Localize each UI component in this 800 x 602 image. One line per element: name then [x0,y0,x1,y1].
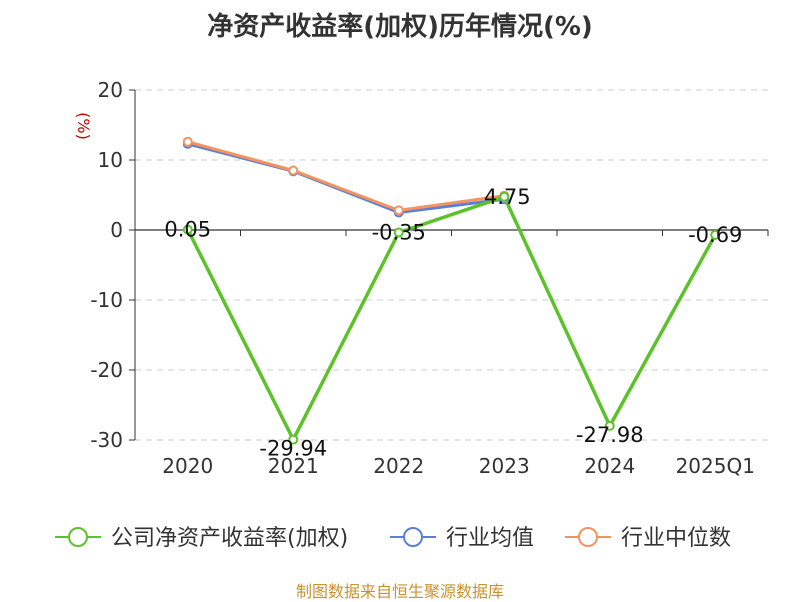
y-tick-label: -20 [90,358,123,382]
data-point [182,136,193,147]
y-unit-label: (%) [74,112,93,140]
data-label: -0.35 [372,220,426,244]
y-tick-label: 0 [110,218,123,242]
legend-item[interactable]: 行业中位数 [565,526,731,551]
data-point [499,191,510,202]
data-point [393,227,404,238]
legend-label: 行业中位数 [621,526,731,551]
data-label: -0.69 [688,223,742,247]
data-labels: 0.05 -29.94 -0.35 4.75 -27.98 -0.69 [164,185,742,461]
series-line [187,140,505,212]
axes: 20 10 0 -10 -20 -30 2020 2021 2022 2023 2024 2025Q1 [90,78,769,478]
series-lines [182,136,721,445]
data-label: 4.75 [484,185,531,209]
y-tick-label: 20 [98,78,123,102]
x-tick-label: 2024 [584,454,635,478]
data-point [604,420,615,431]
legend-label: 公司净资产收益率(加权) [111,526,348,551]
chart-title: 净资产收益率(加权)历年情况(%) [207,12,593,42]
data-point [288,434,299,445]
x-tick-label: 2023 [479,454,530,478]
data-label: -29.94 [259,437,327,461]
x-tick-label: 2022 [373,454,424,478]
data-label: -27.98 [576,423,644,447]
x-tick-label: 2021 [268,454,319,478]
y-tick-label: -10 [90,288,123,312]
grid-lines [135,89,768,441]
data-label: 0.05 [164,218,211,242]
data-point [182,224,193,235]
legend-label: 行业均值 [446,526,534,551]
legend-item[interactable]: 公司净资产收益率(加权) [55,526,348,551]
x-tick-label: 2025Q1 [676,454,755,478]
y-tick-label: -30 [90,428,123,452]
legend[interactable]: 公司净资产收益率(加权) 行业均值 行业中位数 [55,526,731,551]
series-line [186,195,717,442]
legend-swatch-marker [578,527,598,547]
x-tick-label: 2020 [162,454,213,478]
y-tick-label: 10 [98,148,123,172]
legend-swatch-marker [68,527,88,547]
data-point [393,205,404,216]
data-point [288,165,299,176]
source-note: 制图数据来自恒生聚源数据库 [295,582,504,601]
legend-swatch-marker [403,527,423,547]
data-point [710,229,721,240]
legend-item[interactable]: 行业均值 [390,526,534,551]
